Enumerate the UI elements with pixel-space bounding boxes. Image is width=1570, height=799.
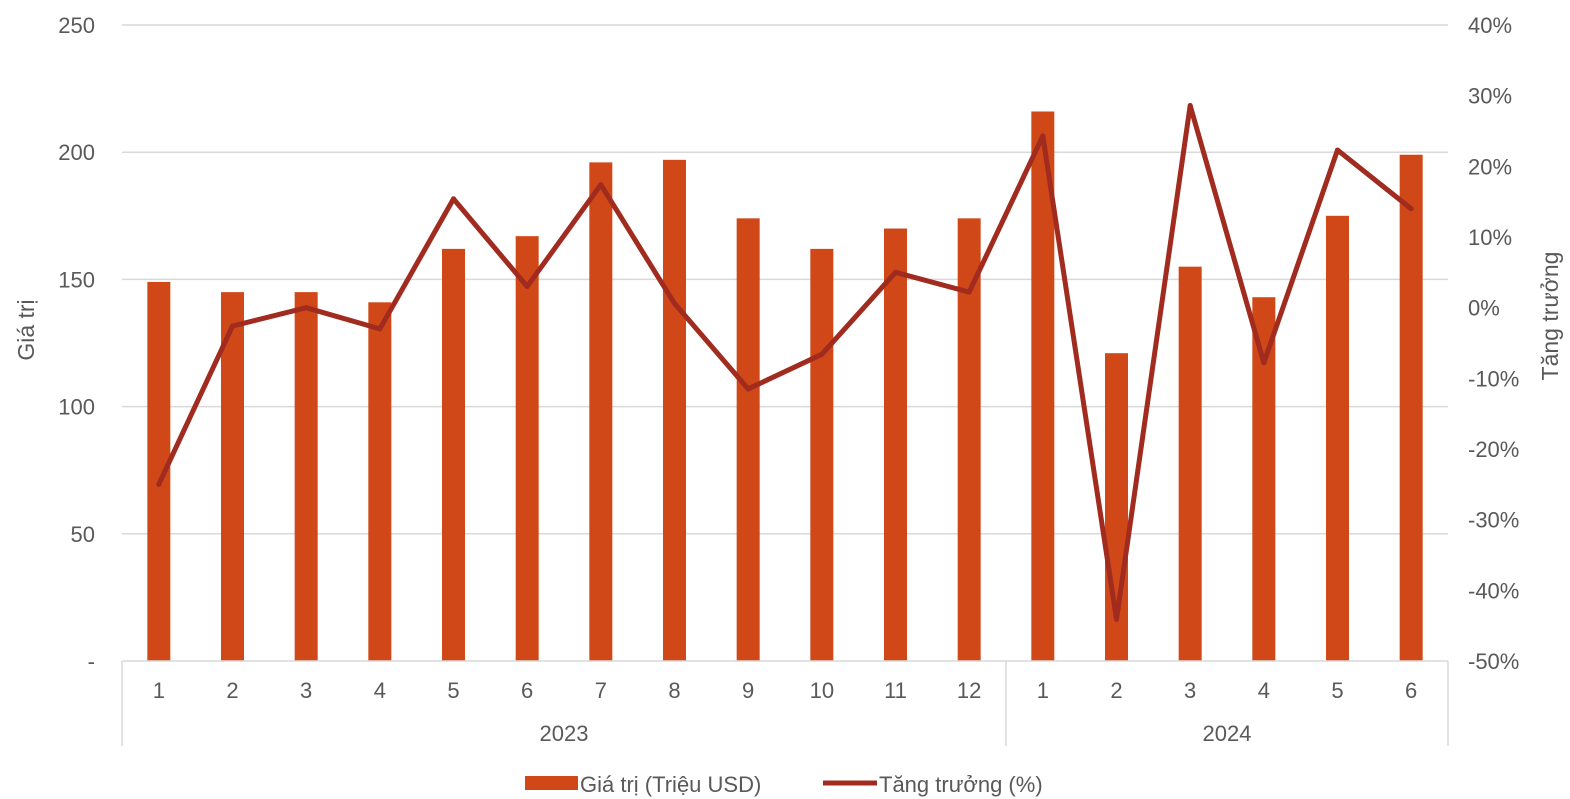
x-tick-label: 2 xyxy=(1110,678,1122,703)
bar xyxy=(368,302,392,661)
line-point xyxy=(230,323,235,329)
bar xyxy=(663,159,686,661)
y-left-tick-label: 100 xyxy=(58,395,95,420)
bar xyxy=(442,248,465,661)
line-series xyxy=(156,103,1414,622)
x-tick-label: 1 xyxy=(1037,678,1049,703)
y-left-tick-label: - xyxy=(88,649,95,674)
bar xyxy=(736,218,760,661)
line-point xyxy=(1261,360,1267,366)
y-left-tick-label: 250 xyxy=(58,13,95,38)
line-point xyxy=(819,351,825,357)
bar xyxy=(221,292,244,661)
y-right-tick-label: -30% xyxy=(1468,508,1519,533)
y-right-axis-title: Tăng trưởng xyxy=(1537,252,1563,381)
line-point xyxy=(303,305,309,311)
legend-swatch-bar xyxy=(525,776,578,790)
line-point xyxy=(377,326,383,332)
line-point xyxy=(1335,147,1340,153)
x-group-label: 2024 xyxy=(1203,721,1252,746)
bar xyxy=(1252,297,1276,661)
bar xyxy=(810,248,834,661)
line-point xyxy=(524,283,530,289)
y-left-tick-label: 150 xyxy=(58,267,95,292)
y-right-tick-label: 0% xyxy=(1468,296,1500,321)
y-left-tick-label: 50 xyxy=(71,522,95,547)
x-tick-label: 4 xyxy=(374,678,386,703)
x-tick-label: 7 xyxy=(595,678,607,703)
line-point xyxy=(1040,133,1046,139)
axes xyxy=(121,660,1449,746)
bar xyxy=(147,281,171,661)
legend: Giá trị (Triệu USD) Tăng trưởng (%) xyxy=(525,772,1043,797)
x-tick-label: 6 xyxy=(1405,678,1417,703)
x-tick-label: 12 xyxy=(957,678,981,703)
growth-line xyxy=(156,103,1414,622)
x-tick-label: 6 xyxy=(521,678,533,703)
x-tick-label: 8 xyxy=(668,678,680,703)
bar xyxy=(515,236,539,662)
y-right-tick-label: 30% xyxy=(1468,84,1512,109)
bar xyxy=(589,162,613,661)
line-point xyxy=(156,481,162,487)
y-left-tick-label: 200 xyxy=(58,140,95,165)
x-tick-label: 3 xyxy=(300,678,312,703)
axis-labels: - 50 100 150 200 250 -50% -40% -30% -20% -10% 0% 10%… xyxy=(58,13,1519,746)
x-tick-label: 11 xyxy=(884,678,907,703)
bar xyxy=(957,218,981,661)
line-point xyxy=(1408,206,1414,212)
x-tick-label: 5 xyxy=(447,678,459,703)
x-tick-label: 10 xyxy=(810,678,834,703)
line-point xyxy=(893,269,898,275)
line-point xyxy=(672,300,677,306)
legend-label-bar: Giá trị (Triệu USD) xyxy=(580,772,761,797)
y-left-axis-title: Giá trị xyxy=(13,299,39,360)
y-right-tick-label: -20% xyxy=(1468,437,1519,462)
bar xyxy=(1399,154,1423,661)
bar xyxy=(884,228,907,661)
x-group-label: 2023 xyxy=(540,721,589,746)
y-right-tick-label: -40% xyxy=(1468,578,1519,603)
x-tick-label: 5 xyxy=(1331,678,1343,703)
x-tick-label: 1 xyxy=(153,678,165,703)
x-tick-label: 4 xyxy=(1258,678,1270,703)
y-right-tick-label: -10% xyxy=(1468,366,1519,391)
y-right-tick-label: 10% xyxy=(1468,225,1512,250)
line-point xyxy=(1187,103,1193,109)
legend-label-line: Tăng trưởng (%) xyxy=(879,772,1043,797)
bar xyxy=(294,292,318,661)
gridlines xyxy=(122,24,1448,535)
y-right-tick-label: 40% xyxy=(1468,13,1512,38)
line-point xyxy=(451,196,456,202)
x-tick-label: 2 xyxy=(226,678,238,703)
line-point xyxy=(745,386,751,392)
line-point xyxy=(598,182,604,188)
line-point xyxy=(1114,616,1119,622)
line-point xyxy=(966,289,972,295)
bar-series xyxy=(147,111,1423,662)
y-right-tick-label: -50% xyxy=(1468,649,1519,674)
bar xyxy=(1326,215,1349,662)
x-tick-label: 3 xyxy=(1184,678,1196,703)
bar xyxy=(1178,266,1202,661)
y-right-tick-label: 20% xyxy=(1468,154,1512,179)
bar xyxy=(1031,111,1055,662)
x-tick-label: 9 xyxy=(742,678,754,703)
